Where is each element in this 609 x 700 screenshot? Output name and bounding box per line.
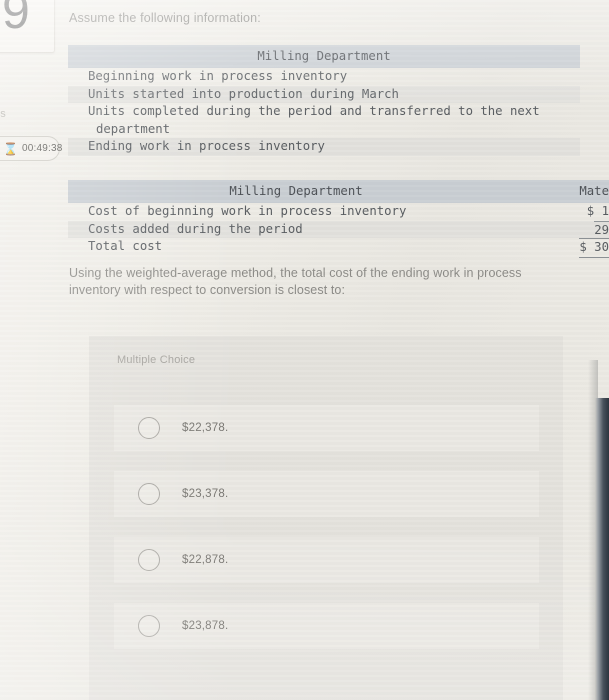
- question-number-badge: 9: [0, 0, 55, 53]
- radio-button-icon[interactable]: [138, 615, 160, 637]
- row-label-cont: department: [96, 121, 171, 136]
- row-value: $ 1: [586, 204, 609, 218]
- answer-option-label: $22,878.: [182, 554, 229, 566]
- row-label: Units started into production during Mar…: [88, 86, 399, 101]
- intro-text: Assume the following information:: [69, 11, 261, 25]
- costs-table-column-materials: Mate: [579, 184, 609, 198]
- answer-option-3[interactable]: $23,878.: [114, 603, 539, 649]
- table-row: Costs added during the period 29: [68, 220, 609, 240]
- costs-table-header: Milling Department Mate: [68, 180, 609, 203]
- row-value: $ 30: [579, 238, 609, 258]
- row-label: Beginning work in process inventory: [88, 69, 348, 83]
- costs-exhibit-table: Milling Department Mate Cost of beginnin…: [68, 180, 609, 258]
- radio-button-icon[interactable]: [138, 549, 160, 571]
- radio-button-icon[interactable]: [138, 483, 160, 505]
- radio-button-icon[interactable]: [138, 417, 160, 439]
- table-row: Units started into production during Mar…: [68, 85, 580, 103]
- question-stem: Using the weighted-average method, the t…: [69, 266, 522, 297]
- hourglass-icon: ⌛: [3, 141, 18, 156]
- answer-option-label: $23,878.: [182, 620, 229, 632]
- answer-option-1[interactable]: $23,378.: [114, 471, 539, 517]
- costs-table-title: Milling Department: [229, 184, 363, 198]
- table-row: Cost of beginning work in process invent…: [68, 203, 609, 221]
- answer-panel: Multiple Choice $22,378. $23,378. $22,87…: [89, 336, 563, 700]
- table-row: Beginning work in process inventory: [68, 68, 580, 86]
- table-row: Total cost $ 30: [68, 238, 609, 258]
- row-label: Cost of beginning work in process invent…: [88, 204, 407, 218]
- row-label: Ending work in process inventory: [88, 139, 325, 153]
- question-type-label: Multiple Choice: [117, 354, 196, 366]
- points-label: ints: [0, 108, 6, 120]
- exam-timer: ⌛ 00:49:38: [0, 136, 63, 161]
- table-row: Units completed during the period and tr…: [68, 103, 580, 138]
- answer-option-2[interactable]: $22,878.: [114, 537, 539, 583]
- question-number: 9: [2, 0, 30, 39]
- row-value: 29: [594, 220, 609, 240]
- row-label: Costs added during the period: [88, 221, 303, 236]
- row-label: Units completed during the period and tr…: [88, 104, 540, 118]
- timer-value: 00:49:38: [21, 143, 63, 154]
- answer-option-label: $23,378.: [182, 488, 229, 500]
- row-label: Total cost: [88, 239, 163, 253]
- answer-option-label: $22,378.: [182, 422, 229, 434]
- units-exhibit-table: Milling Department Beginning work in pro…: [68, 45, 609, 156]
- table-row: Ending work in process inventory: [68, 138, 580, 156]
- question-body: Assume the following information: Millin…: [68, 0, 609, 700]
- units-table-header: Milling Department: [68, 45, 580, 68]
- answer-option-0[interactable]: $22,378.: [114, 405, 539, 451]
